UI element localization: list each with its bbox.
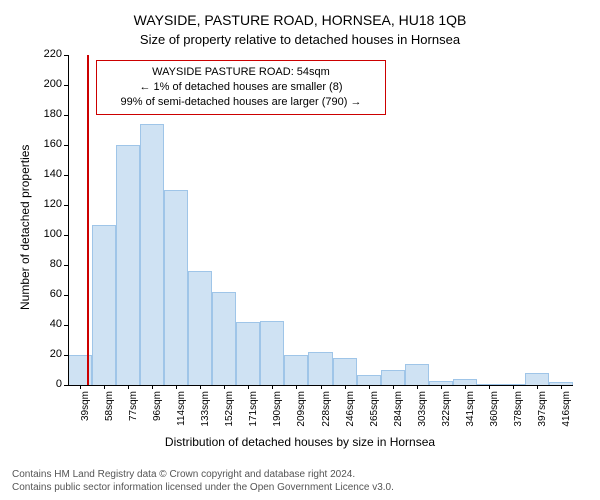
y-tick-label: 20 <box>34 348 62 360</box>
x-tick-mark <box>561 385 562 389</box>
x-tick-mark <box>152 385 153 389</box>
x-tick-label: 152sqm <box>224 391 235 431</box>
x-tick-label: 246sqm <box>345 391 356 431</box>
x-tick-label: 284sqm <box>393 391 404 431</box>
y-tick-label: 220 <box>34 48 62 60</box>
x-axis-label: Distribution of detached houses by size … <box>0 435 600 449</box>
x-tick-label: 114sqm <box>176 391 187 431</box>
x-tick-label: 416sqm <box>561 391 572 431</box>
x-tick-mark <box>248 385 249 389</box>
y-tick-label: 80 <box>34 258 62 270</box>
x-tick-label: 133sqm <box>200 391 211 431</box>
x-tick-label: 58sqm <box>104 391 115 431</box>
histogram-bar <box>357 375 381 386</box>
property-marker-line <box>87 55 89 385</box>
x-tick-mark <box>465 385 466 389</box>
y-tick-mark <box>64 205 68 206</box>
x-tick-label: 303sqm <box>417 391 428 431</box>
y-tick-mark <box>64 355 68 356</box>
y-tick-label: 120 <box>34 198 62 210</box>
y-tick-label: 40 <box>34 318 62 330</box>
x-tick-label: 341sqm <box>465 391 476 431</box>
histogram-bar <box>212 292 236 385</box>
y-tick-mark <box>64 85 68 86</box>
y-tick-mark <box>64 295 68 296</box>
histogram-bar <box>140 124 164 385</box>
histogram-bar <box>525 373 549 385</box>
chart-container: WAYSIDE, PASTURE ROAD, HORNSEA, HU18 1QB… <box>0 0 600 500</box>
property-info-box: WAYSIDE PASTURE ROAD: 54sqm ← 1% of deta… <box>96 60 386 115</box>
y-tick-mark <box>64 175 68 176</box>
x-tick-label: 360sqm <box>489 391 500 431</box>
x-tick-label: 397sqm <box>537 391 548 431</box>
y-tick-mark <box>64 235 68 236</box>
x-tick-label: 96sqm <box>152 391 163 431</box>
x-tick-mark <box>104 385 105 389</box>
x-tick-label: 322sqm <box>441 391 452 431</box>
histogram-bar <box>381 370 405 385</box>
footer-line-2: Contains public sector information licen… <box>12 481 394 494</box>
histogram-bar <box>333 358 357 385</box>
y-axis-label: Number of detached properties <box>18 145 32 310</box>
x-tick-label: 39sqm <box>80 391 91 431</box>
x-tick-mark <box>176 385 177 389</box>
histogram-bar <box>188 271 212 385</box>
chart-title-description: Size of property relative to detached ho… <box>0 28 600 47</box>
x-tick-mark <box>224 385 225 389</box>
x-tick-mark <box>513 385 514 389</box>
x-tick-mark <box>80 385 81 389</box>
histogram-bar <box>164 190 188 385</box>
x-tick-mark <box>393 385 394 389</box>
x-tick-label: 190sqm <box>272 391 283 431</box>
x-tick-mark <box>200 385 201 389</box>
x-tick-label: 77sqm <box>128 391 139 431</box>
x-tick-mark <box>417 385 418 389</box>
y-tick-label: 0 <box>34 378 62 390</box>
x-tick-mark <box>296 385 297 389</box>
y-tick-mark <box>64 145 68 146</box>
x-tick-mark <box>489 385 490 389</box>
y-tick-mark <box>64 325 68 326</box>
infobox-line-2: ← 1% of detached houses are smaller (8) <box>105 80 377 95</box>
infobox-line-1: WAYSIDE PASTURE ROAD: 54sqm <box>105 65 377 80</box>
y-tick-mark <box>64 115 68 116</box>
histogram-bar <box>260 321 284 386</box>
x-tick-label: 265sqm <box>369 391 380 431</box>
histogram-bar <box>284 355 308 385</box>
infobox-line-3: 99% of semi-detached houses are larger (… <box>105 95 377 110</box>
x-tick-mark <box>537 385 538 389</box>
y-tick-label: 100 <box>34 228 62 240</box>
histogram-bar <box>116 145 140 385</box>
y-tick-label: 180 <box>34 108 62 120</box>
x-tick-mark <box>272 385 273 389</box>
x-tick-mark <box>128 385 129 389</box>
x-tick-label: 378sqm <box>513 391 524 431</box>
histogram-bar <box>405 364 429 385</box>
histogram-bar <box>236 322 260 385</box>
x-tick-label: 209sqm <box>296 391 307 431</box>
x-tick-mark <box>441 385 442 389</box>
histogram-bar <box>308 352 332 385</box>
y-tick-mark <box>64 55 68 56</box>
x-tick-mark <box>345 385 346 389</box>
footer-attribution: Contains HM Land Registry data © Crown c… <box>12 468 394 494</box>
y-tick-label: 200 <box>34 78 62 90</box>
histogram-bar <box>92 225 116 386</box>
y-axis-line <box>68 55 69 385</box>
y-tick-mark <box>64 385 68 386</box>
chart-title-address: WAYSIDE, PASTURE ROAD, HORNSEA, HU18 1QB <box>0 0 600 28</box>
x-tick-mark <box>369 385 370 389</box>
x-tick-label: 228sqm <box>321 391 332 431</box>
y-tick-label: 140 <box>34 168 62 180</box>
y-tick-mark <box>64 265 68 266</box>
x-tick-label: 171sqm <box>248 391 259 431</box>
y-tick-label: 60 <box>34 288 62 300</box>
y-tick-label: 160 <box>34 138 62 150</box>
footer-line-1: Contains HM Land Registry data © Crown c… <box>12 468 394 481</box>
x-tick-mark <box>321 385 322 389</box>
